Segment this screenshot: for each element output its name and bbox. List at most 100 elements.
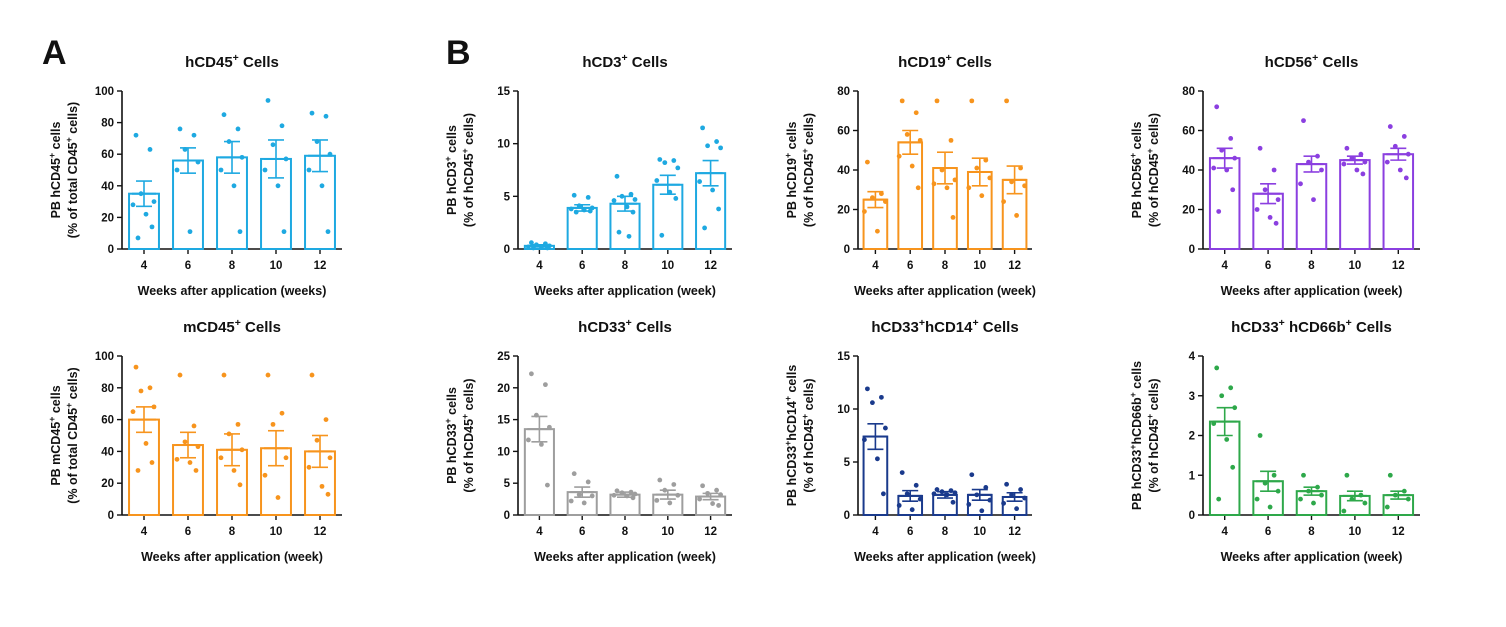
y-tick-label: 40: [837, 165, 850, 177]
data-point: [628, 191, 634, 197]
x-axis-label: Weeks after application (week): [1221, 284, 1403, 298]
data-point: [702, 225, 707, 231]
data-point: [619, 490, 625, 496]
data-point: [983, 157, 989, 163]
data-point: [710, 501, 715, 506]
data-point: [283, 455, 289, 461]
data-point: [1306, 488, 1311, 494]
y-axis-label: (% of hCD45+ cells): [1145, 378, 1161, 492]
x-axis-label: Weeks after application (weeks): [138, 284, 327, 298]
chart-5: mCD45+ Cells PB mCD45+ cells(% of total C…: [47, 317, 342, 564]
y-tick-label: 0: [108, 244, 114, 256]
x-tick-label: 10: [270, 526, 283, 538]
data-point: [325, 491, 331, 497]
data-point: [1298, 181, 1303, 187]
data-point: [714, 139, 719, 144]
y-axis-label: PB hCD33+hCD66b+ cells: [1128, 361, 1144, 510]
data-point: [279, 410, 285, 416]
data-point: [1311, 500, 1316, 506]
y-tick-label: 5: [504, 478, 511, 490]
data-point: [534, 412, 539, 418]
data-point: [1301, 472, 1306, 478]
data-point: [904, 132, 910, 137]
y-axis-label: (% of hCD45+ cells): [460, 378, 476, 492]
bar: [1295, 163, 1328, 250]
data-point: [974, 492, 980, 498]
data-point: [865, 159, 870, 165]
data-point: [899, 98, 905, 104]
data-point: [931, 491, 937, 497]
data-point: [1022, 183, 1027, 189]
chart-title: hCD19+ Cells: [898, 52, 992, 71]
y-tick-label: 5: [844, 457, 851, 469]
data-point: [1224, 167, 1230, 173]
data-point: [309, 110, 315, 116]
x-tick-label: 10: [661, 260, 674, 272]
data-point: [716, 206, 721, 212]
y-tick-label: 20: [101, 212, 114, 224]
data-point: [1230, 187, 1236, 193]
data-point: [950, 499, 956, 505]
data-point: [879, 394, 884, 400]
x-tick-label: 6: [1265, 260, 1271, 272]
data-point: [195, 159, 201, 165]
data-point: [1001, 500, 1006, 506]
data-point: [1349, 496, 1355, 502]
data-point: [714, 487, 719, 493]
data-point: [662, 487, 668, 493]
data-point: [659, 232, 665, 238]
y-tick-label: 0: [844, 510, 850, 522]
data-point: [262, 167, 268, 173]
data-point: [969, 98, 975, 104]
x-tick-label: 4: [1221, 526, 1228, 538]
x-tick-label: 12: [314, 260, 327, 272]
data-point: [619, 193, 625, 199]
x-tick-label: 12: [1392, 260, 1405, 272]
data-point: [283, 156, 289, 162]
data-point: [314, 139, 320, 144]
y-tick-label: 60: [101, 415, 114, 427]
data-point: [673, 196, 679, 201]
data-point: [1004, 98, 1009, 104]
data-point: [545, 245, 550, 251]
y-axis-label: (% of hCD45+ cells): [1145, 113, 1161, 227]
x-tick-label: 12: [704, 260, 717, 272]
data-point: [547, 424, 552, 430]
data-point: [151, 404, 157, 410]
x-tick-label: 4: [536, 526, 543, 538]
data-point: [987, 175, 993, 181]
data-point: [987, 497, 993, 503]
data-point: [1401, 488, 1407, 494]
data-point: [231, 468, 237, 473]
data-point: [1262, 187, 1268, 193]
y-tick-label: 3: [1189, 391, 1195, 403]
data-point: [235, 421, 241, 427]
data-point: [1214, 104, 1220, 110]
y-tick-label: 0: [1189, 244, 1195, 256]
data-point: [182, 147, 188, 152]
data-point: [309, 372, 315, 378]
data-point: [628, 489, 634, 495]
chart-title: hCD56+ Cells: [1265, 52, 1359, 71]
x-axis-label: Weeks after application (week): [141, 550, 323, 564]
data-point: [539, 244, 544, 250]
data-point: [904, 491, 910, 497]
y-tick-label: 0: [504, 244, 510, 256]
data-point: [1257, 433, 1263, 438]
data-point: [1232, 155, 1238, 161]
x-tick-label: 10: [661, 526, 674, 538]
data-point: [1232, 405, 1238, 411]
data-point: [576, 203, 582, 209]
bar: [128, 418, 160, 517]
data-point: [1384, 159, 1390, 165]
data-point: [1319, 492, 1324, 498]
data-point: [237, 482, 243, 488]
data-point: [235, 126, 241, 132]
data-point: [1271, 167, 1277, 173]
data-point: [319, 483, 325, 489]
data-point: [239, 154, 245, 160]
chart-title: hCD33+ hCD66b+ Cells: [1231, 317, 1392, 336]
x-tick-label: 6: [185, 260, 191, 272]
data-point: [1306, 159, 1311, 165]
x-tick-label: 6: [185, 526, 191, 538]
